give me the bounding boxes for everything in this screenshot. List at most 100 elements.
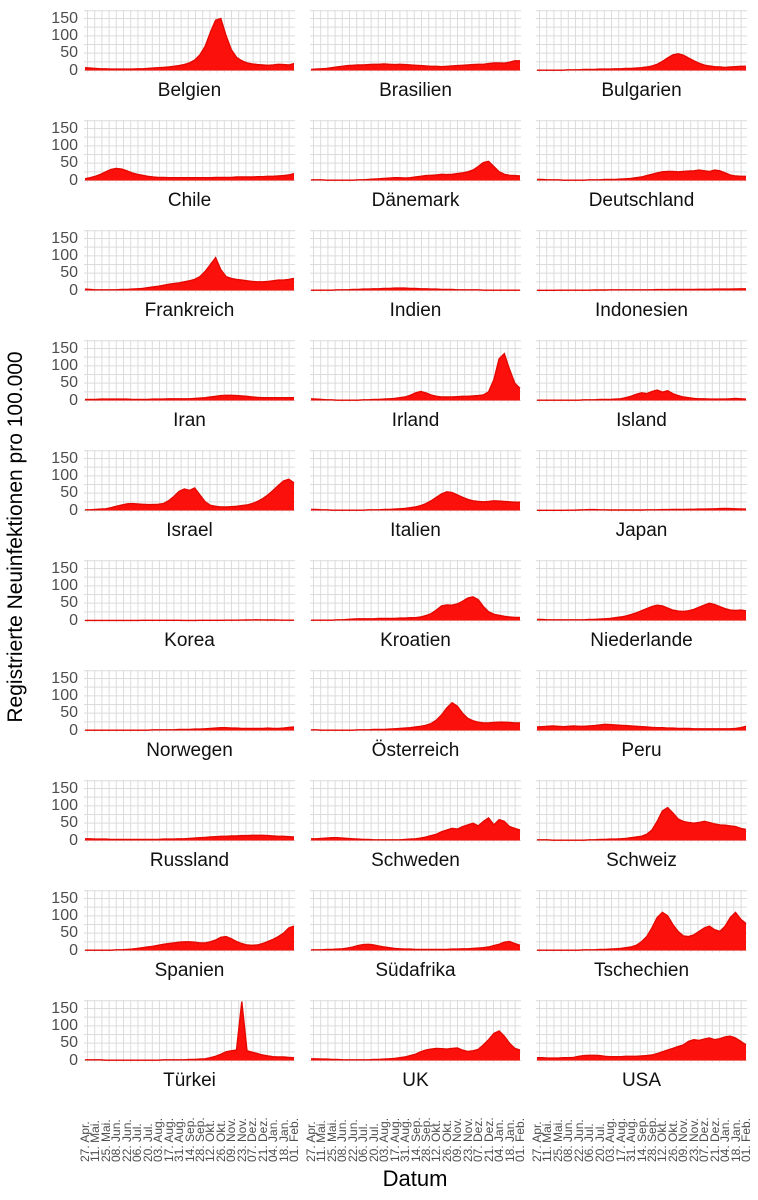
area-chart <box>310 10 521 73</box>
facet-label: Belgien <box>157 80 222 101</box>
facet-panel <box>536 120 747 184</box>
facet-panel <box>84 780 295 844</box>
y-tick-label: 50 <box>60 154 78 172</box>
y-tick-label: 0 <box>69 61 78 79</box>
y-tick-label: 150 <box>51 339 78 357</box>
facet-panel <box>536 780 747 844</box>
y-tick-label: 50 <box>60 1034 78 1052</box>
facet-panel <box>310 450 521 514</box>
facet-label: Spanien <box>154 960 225 981</box>
facet-label: Chile <box>167 190 212 211</box>
y-tick-label: 150 <box>51 999 78 1017</box>
facet-panel <box>310 1000 521 1064</box>
facet-panel <box>84 120 295 184</box>
facet-panel <box>84 890 295 954</box>
facet-label: Iran <box>173 410 206 431</box>
facet-label: Brasilien <box>379 80 452 101</box>
y-tick-label: 150 <box>51 119 78 137</box>
facet-label: Korea <box>164 630 215 651</box>
y-tick-label: 150 <box>51 449 78 467</box>
facet-label: Peru <box>621 740 662 761</box>
area-chart <box>536 10 747 73</box>
area-chart <box>84 340 295 403</box>
facet-panel <box>536 1000 747 1064</box>
y-tick-label: 100 <box>51 796 78 814</box>
facet-label: Israel <box>166 520 213 541</box>
facet-label: Japan <box>615 520 668 541</box>
y-tick-label: 0 <box>69 501 78 519</box>
facet-label: Irland <box>391 410 440 431</box>
y-tick-label: 0 <box>69 611 78 629</box>
y-tick-label: 150 <box>51 229 78 247</box>
facet-panel <box>310 560 521 624</box>
area-chart <box>536 340 747 403</box>
facet-label: Dänemark <box>371 190 460 211</box>
area-chart <box>536 120 747 183</box>
y-tick-label: 100 <box>51 466 78 484</box>
facet-panel <box>536 450 747 514</box>
facet-label: Türkei <box>163 1070 216 1091</box>
facet-label: Frankreich <box>144 300 235 321</box>
facet-label: Österreich <box>371 740 460 761</box>
area-chart <box>310 120 521 183</box>
y-tick-label: 0 <box>69 391 78 409</box>
y-tick-label: 50 <box>60 594 78 612</box>
y-tick-label: 100 <box>51 136 78 154</box>
y-tick-label: 150 <box>51 669 78 687</box>
y-tick-label: 100 <box>51 26 78 44</box>
area-chart <box>84 670 295 733</box>
facet-panel <box>310 120 521 184</box>
x-tick-label: 01. Feb. <box>287 1117 301 1162</box>
facet-panel <box>84 10 295 74</box>
y-tick-label: 50 <box>60 44 78 62</box>
facet-label: Indonesien <box>595 300 688 321</box>
facet-panel <box>84 670 295 734</box>
y-tick-label: 100 <box>51 576 78 594</box>
facet-panel <box>310 890 521 954</box>
y-tick-label: 0 <box>69 171 78 189</box>
y-tick-label: 0 <box>69 281 78 299</box>
facet-panel <box>310 230 521 294</box>
facet-label: Italien <box>390 520 441 541</box>
facet-label: UK <box>402 1070 429 1091</box>
facet-label: Russland <box>149 850 230 871</box>
y-tick-label: 150 <box>51 889 78 907</box>
y-tick-label: 0 <box>69 1051 78 1069</box>
area-chart <box>310 340 521 403</box>
facet-label: Norwegen <box>146 740 233 761</box>
area-chart <box>84 780 295 843</box>
facet-panel <box>536 670 747 734</box>
x-axis-title: Datum <box>382 1166 448 1191</box>
facet-label: Schweden <box>371 850 460 871</box>
area-chart <box>536 450 747 513</box>
area-chart <box>84 10 295 73</box>
facet-label: Südafrika <box>375 960 456 981</box>
facet-panel <box>84 230 295 294</box>
y-tick-label: 0 <box>69 721 78 739</box>
area-chart <box>536 780 747 843</box>
area-chart <box>536 890 747 953</box>
y-tick-label: 100 <box>51 686 78 704</box>
facet-panel <box>536 10 747 74</box>
area-chart <box>536 670 747 733</box>
y-tick-label: 50 <box>60 484 78 502</box>
facet-panel <box>536 890 747 954</box>
area-chart <box>310 780 521 843</box>
facet-label: Kroatien <box>380 630 451 651</box>
y-tick-label: 100 <box>51 246 78 264</box>
facet-label: Tschechien <box>593 960 690 981</box>
facet-label: Schweiz <box>606 850 677 871</box>
facet-label: Island <box>616 410 667 431</box>
area-chart <box>84 450 295 513</box>
area-chart <box>84 1000 295 1063</box>
facet-panel <box>84 450 295 514</box>
area-chart <box>310 1000 521 1063</box>
y-axis-title: Registrierte Neuinfektionen pro 100.000 <box>4 351 27 723</box>
facet-panel <box>536 340 747 404</box>
y-tick-label: 0 <box>69 831 78 849</box>
facet-panel <box>84 560 295 624</box>
facet-label: Bulgarien <box>601 80 682 101</box>
facet-label: USA <box>621 1070 662 1091</box>
area-chart <box>310 560 521 623</box>
